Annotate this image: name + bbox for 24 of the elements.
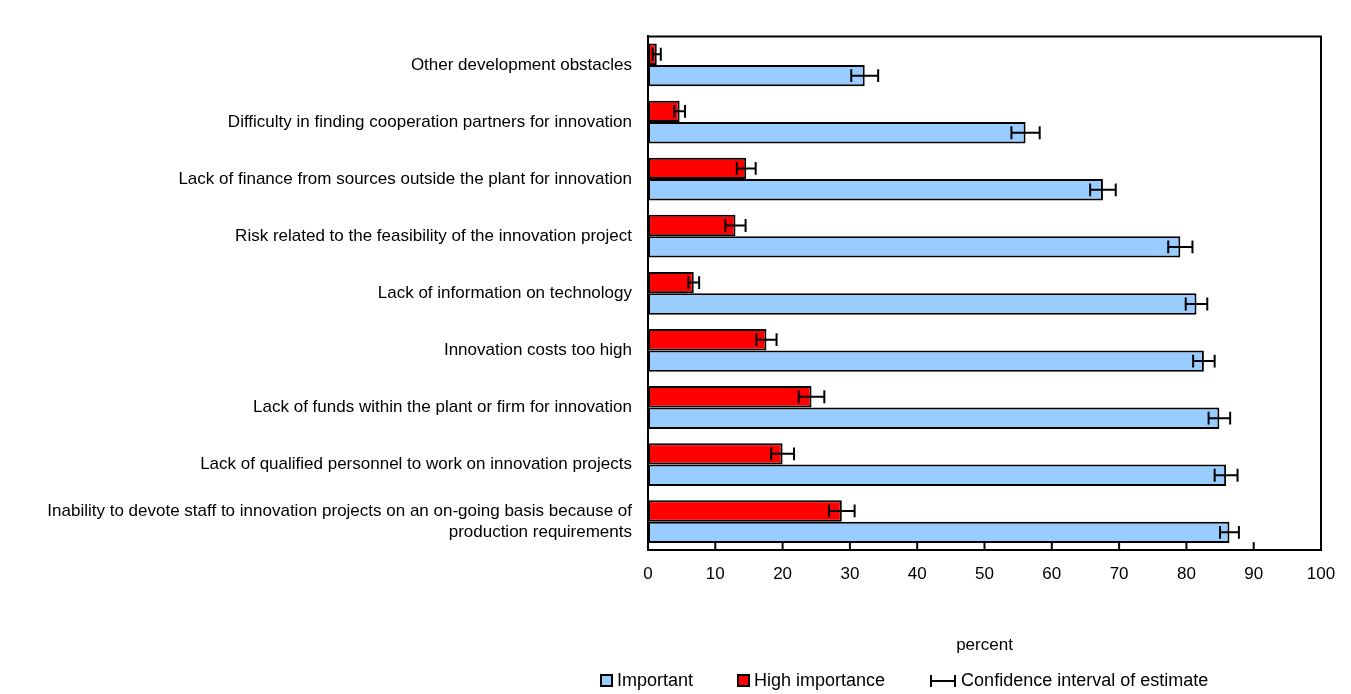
y-tick-label: Lack of information on technology xyxy=(377,282,633,302)
x-tick-label: 70 xyxy=(1109,564,1129,584)
text: Confidence interval of estimate xyxy=(961,670,1209,691)
y-tick-label: Other development obstacles xyxy=(410,54,632,74)
legend-label: High importance xyxy=(754,670,886,691)
x-tick-label: 30 xyxy=(840,564,860,584)
y-tick-label: Risk related to the feasibility of the innovation project xyxy=(235,225,633,245)
y-tick-label: Lack of funds within the plant or firm for innovation xyxy=(253,397,632,417)
y-tick-label: Difficulty in finding cooperation partners for innovation xyxy=(227,111,632,131)
x-tick-label: 100 xyxy=(1306,564,1336,584)
x-tick-label: 40 xyxy=(907,564,927,584)
x-tick-label: 0 xyxy=(643,564,653,584)
x-axis-title: percent xyxy=(956,635,1014,655)
x-tick-label: 20 xyxy=(773,564,793,584)
x-tick-label: 80 xyxy=(1176,564,1196,584)
x-tick-label: 90 xyxy=(1244,564,1264,584)
y-tick-label: Lack of qualified personnel to work on innovation projects xyxy=(200,454,632,474)
x-tick-label: 10 xyxy=(705,564,725,584)
x-tick-label: 50 xyxy=(975,564,994,584)
y-tick-label: Lack of finance from sources outside the plant for innovation xyxy=(178,168,632,188)
y-tick-label: Inability to devote staff to innovation projects on an on-going basis because of production requirements xyxy=(47,501,633,541)
x-tick-label: 60 xyxy=(1042,564,1062,584)
legend-label: Important xyxy=(617,670,694,691)
y-tick-label: Innovation costs too high xyxy=(443,340,632,360)
